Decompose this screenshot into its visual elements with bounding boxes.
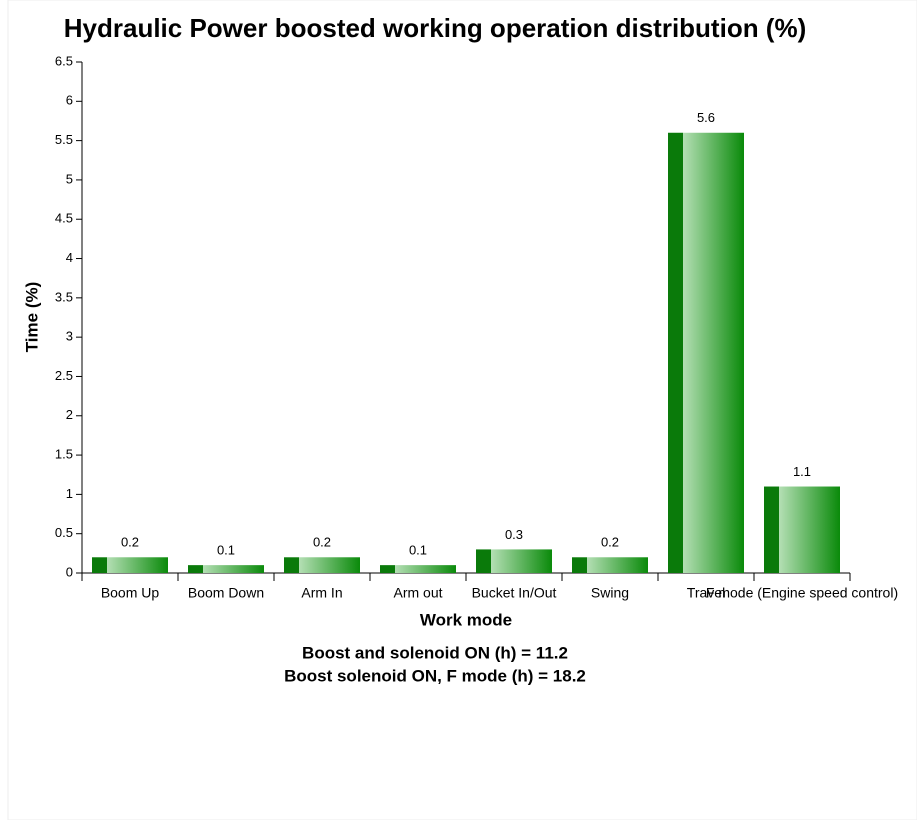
value-label: 0.1 — [217, 543, 235, 558]
y-tick-label: 2 — [66, 407, 73, 422]
annotation: Boost and solenoid ON (h) = 11.2 — [302, 643, 568, 662]
y-tick-label: 6.5 — [55, 53, 73, 68]
annotation: Boost solenoid ON, F mode (h) = 18.2 — [284, 666, 586, 685]
bar — [668, 132, 744, 573]
value-label: 5.6 — [697, 110, 715, 125]
bar — [380, 565, 456, 573]
bar — [476, 549, 552, 573]
y-tick-label: 0 — [66, 564, 73, 579]
bar — [188, 565, 264, 573]
y-tick-label: 3.5 — [55, 289, 73, 304]
bar — [92, 557, 168, 573]
y-tick-label: 5.5 — [55, 132, 73, 147]
y-tick-label: 5 — [66, 171, 73, 186]
x-tick-label: Swing — [591, 585, 629, 601]
bar — [284, 557, 360, 573]
x-tick-label: F mode (Engine speed control) — [706, 585, 898, 601]
x-axis-label: Work mode — [420, 610, 512, 629]
x-tick-label: Boom Up — [101, 585, 160, 601]
x-tick-label: Boom Down — [188, 585, 264, 601]
y-tick-label: 4.5 — [55, 211, 73, 226]
y-tick-label: 3 — [66, 329, 73, 344]
bar — [572, 557, 648, 573]
chart-title: Hydraulic Power boosted working operatio… — [64, 13, 807, 43]
y-tick-label: 1.5 — [55, 447, 73, 462]
value-label: 0.3 — [505, 527, 523, 542]
value-label: 0.2 — [601, 535, 619, 550]
y-tick-label: 2.5 — [55, 368, 73, 383]
y-axis-label: Time (%) — [22, 282, 41, 353]
value-label: 0.2 — [313, 535, 331, 550]
x-tick-label: Arm In — [301, 585, 342, 601]
value-label: 0.2 — [121, 535, 139, 550]
value-label: 0.1 — [409, 543, 427, 558]
bar — [764, 486, 840, 573]
y-tick-label: 6 — [66, 93, 73, 108]
value-label: 1.1 — [793, 464, 811, 479]
y-tick-label: 0.5 — [55, 525, 73, 540]
y-tick-label: 4 — [66, 250, 73, 265]
y-tick-label: 1 — [66, 486, 73, 501]
x-tick-label: Arm out — [393, 585, 442, 601]
background — [7, 0, 917, 820]
x-tick-label: Bucket In/Out — [472, 585, 557, 601]
x-tick-label: Travel — [687, 585, 725, 601]
